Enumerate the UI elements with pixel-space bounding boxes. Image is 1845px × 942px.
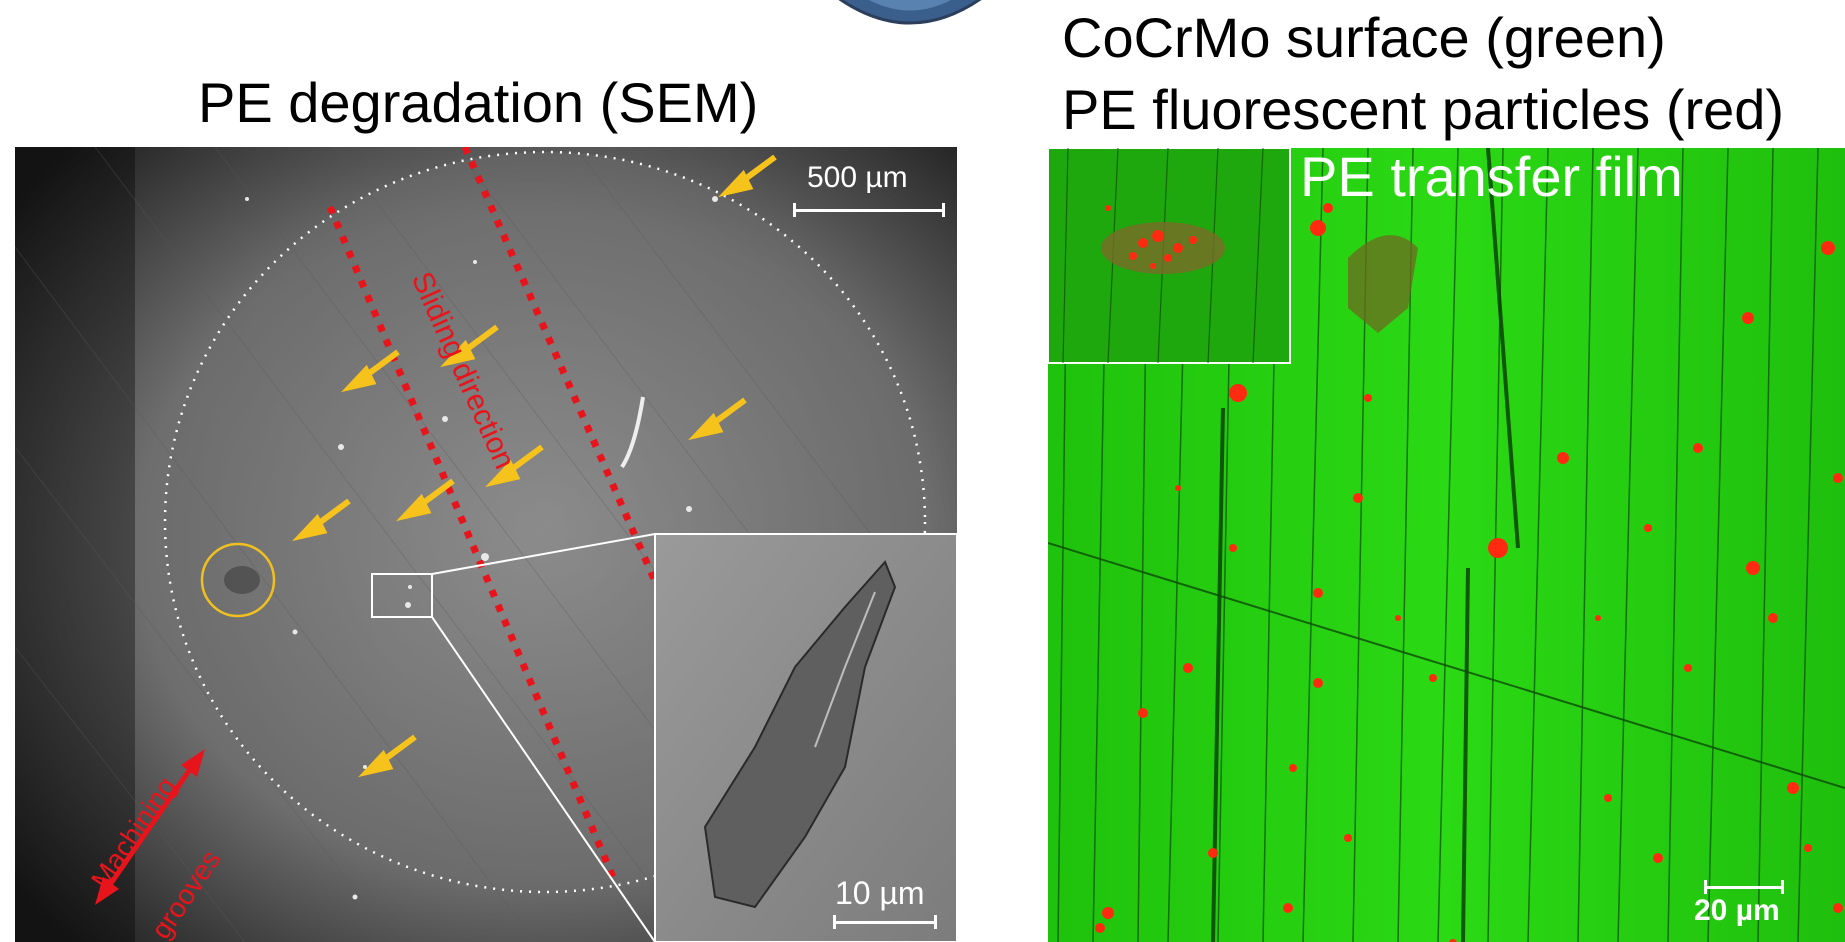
fluo-title-line2: PE fluorescent particles (red) xyxy=(1062,78,1785,141)
debris-particles xyxy=(245,196,718,900)
sliding-line-left xyxy=(326,205,619,884)
pe-particles xyxy=(1095,203,1843,942)
debris-arrows xyxy=(292,154,777,778)
fluo-scale-bar xyxy=(1704,886,1784,889)
scratch-feature xyxy=(620,396,645,469)
sem-scale-bar-label: 500 µm xyxy=(807,161,908,194)
fluo-title-line1: CoCrMo surface (green) xyxy=(1062,6,1666,69)
sem-panel-title: PE degradation (SEM) xyxy=(198,71,759,134)
machining-grooves-arrow xyxy=(95,749,205,905)
pe-flake xyxy=(703,560,897,909)
inset-scale-bar xyxy=(833,921,937,924)
pit-marker-circle xyxy=(200,542,276,618)
transfer-film-label: PE transfer film xyxy=(1300,148,1683,208)
sliding-line-right xyxy=(461,147,679,629)
zoom-region-box xyxy=(371,573,433,618)
logo-fragment xyxy=(838,0,982,25)
sem-image: 500 µm 10 µm Sliding direction Machining… xyxy=(15,147,957,942)
fluorescence-image: PE transfer film 20 µm xyxy=(1048,148,1845,942)
fluo-scale-bar-label: 20 µm xyxy=(1694,894,1780,927)
sem-inset-image xyxy=(654,533,957,942)
transfer-film-inset xyxy=(1048,148,1291,364)
wear-scar-outline xyxy=(163,150,927,894)
transfer-film-flake xyxy=(1348,235,1418,333)
sem-scale-bar xyxy=(793,209,945,212)
inset-scale-bar-label: 10 µm xyxy=(835,875,925,911)
